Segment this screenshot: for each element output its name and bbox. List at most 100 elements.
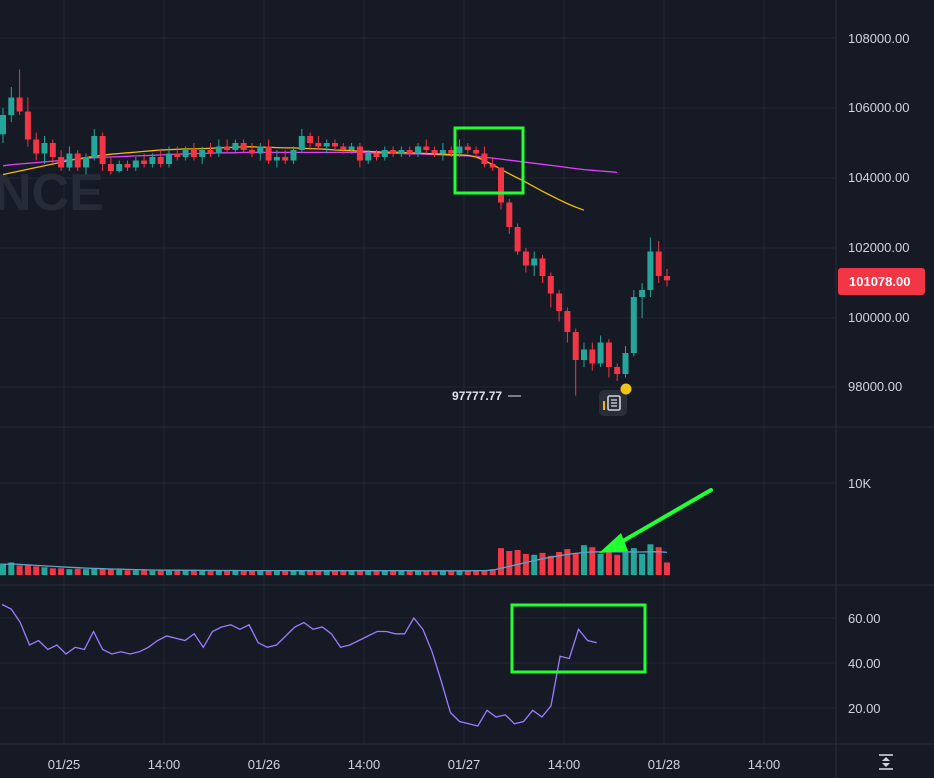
candle-body bbox=[564, 311, 571, 332]
candle-body bbox=[66, 153, 73, 168]
candle-body bbox=[323, 143, 330, 147]
volume-bar bbox=[556, 552, 563, 575]
rsi-pane[interactable] bbox=[1, 603, 597, 727]
notification-dot-icon bbox=[620, 383, 632, 395]
candle-body bbox=[489, 164, 496, 168]
candle-body bbox=[589, 349, 596, 364]
candle-body bbox=[655, 251, 662, 276]
candle-body bbox=[398, 150, 405, 154]
volume-bar bbox=[41, 567, 48, 575]
candle-body bbox=[224, 146, 231, 150]
volume-bar bbox=[182, 570, 189, 575]
candle-body bbox=[439, 150, 446, 154]
candle-body bbox=[415, 146, 421, 154]
volume-bar bbox=[340, 570, 347, 575]
candle-body bbox=[199, 150, 206, 157]
volume-bar bbox=[273, 571, 280, 575]
price-tick-label: 108000.00 bbox=[848, 31, 909, 46]
candle-body bbox=[597, 342, 604, 364]
price-pane[interactable] bbox=[0, 69, 670, 396]
volume-bar bbox=[605, 552, 612, 575]
volume-bar bbox=[531, 554, 538, 575]
candle-body bbox=[614, 367, 621, 374]
volume-bar bbox=[514, 550, 521, 575]
candle-body bbox=[265, 146, 272, 161]
volume-bar bbox=[547, 555, 554, 575]
candle-body bbox=[506, 202, 513, 227]
volume-bar bbox=[149, 570, 156, 575]
low-price-label: 97777.77 bbox=[452, 389, 502, 403]
volume-bar bbox=[448, 570, 455, 575]
volume-bar bbox=[0, 563, 6, 575]
candle-body bbox=[249, 150, 255, 154]
volume-bar bbox=[473, 571, 480, 575]
candle-body bbox=[157, 157, 164, 164]
candle-body bbox=[58, 157, 65, 168]
candle-body bbox=[149, 157, 156, 164]
volume-bar bbox=[456, 570, 463, 575]
candle-body bbox=[381, 150, 388, 157]
rsi-axis[interactable]: 60.00 40.00 20.00 bbox=[848, 611, 881, 716]
price-axis[interactable]: 108000.00 106000.00 104000.00 102000.00 … bbox=[848, 31, 909, 394]
time-tick-label: 14:00 bbox=[348, 757, 381, 772]
auto-scale-button[interactable] bbox=[872, 750, 900, 774]
candle-body bbox=[556, 293, 563, 311]
candle-body bbox=[141, 160, 148, 164]
candle-body bbox=[16, 97, 23, 112]
price-tick-label: 98000.00 bbox=[848, 379, 902, 394]
volume-pane[interactable] bbox=[0, 544, 670, 575]
volume-bar bbox=[381, 570, 388, 575]
candle-body bbox=[531, 258, 538, 266]
volume-bar bbox=[356, 570, 363, 575]
volume-bar bbox=[74, 568, 81, 575]
rsi-polyline bbox=[1, 603, 597, 727]
current-price-label: 101078.00 bbox=[849, 274, 910, 289]
candle-body bbox=[373, 153, 380, 157]
candle-body bbox=[448, 150, 455, 154]
volume-bar bbox=[141, 570, 148, 575]
rsi-tick-label: 40.00 bbox=[848, 656, 881, 671]
volume-bar bbox=[423, 570, 430, 575]
candle-body bbox=[307, 136, 314, 143]
candle-body bbox=[630, 297, 637, 353]
candle-body bbox=[473, 150, 480, 154]
candle-body bbox=[664, 276, 670, 281]
volume-bar bbox=[107, 569, 114, 575]
volume-bars bbox=[0, 544, 670, 575]
volume-bar bbox=[390, 570, 397, 575]
candle-body bbox=[24, 111, 31, 140]
candlesticks bbox=[0, 69, 670, 396]
candle-body bbox=[273, 157, 280, 161]
candle-body bbox=[240, 143, 247, 150]
news-icon[interactable] bbox=[599, 383, 632, 417]
candle-body bbox=[174, 153, 181, 157]
volume-bar bbox=[315, 570, 322, 575]
volume-bar bbox=[224, 570, 231, 575]
candle-body bbox=[456, 146, 463, 154]
volume-bar bbox=[58, 568, 65, 575]
volume-bar bbox=[365, 571, 372, 575]
price-tick-label: 102000.00 bbox=[848, 240, 909, 255]
volume-bar bbox=[49, 568, 56, 575]
candle-body bbox=[406, 150, 413, 154]
volume-bar bbox=[373, 570, 380, 575]
candle-body bbox=[282, 157, 289, 161]
volume-bar bbox=[240, 571, 247, 575]
volume-bar bbox=[622, 551, 629, 575]
volume-bar bbox=[415, 570, 421, 575]
volume-ma-line bbox=[2, 551, 668, 572]
rsi-tick-label: 60.00 bbox=[848, 611, 881, 626]
candle-body bbox=[182, 150, 189, 157]
candle-body bbox=[481, 153, 488, 164]
time-axis[interactable]: 01/25 14:00 01/26 14:00 01/27 14:00 01/2… bbox=[48, 757, 781, 772]
volume-bar bbox=[91, 568, 98, 575]
candle-body bbox=[207, 150, 214, 154]
volume-bar bbox=[639, 553, 646, 575]
candle-body bbox=[190, 150, 197, 157]
volume-bar bbox=[83, 569, 89, 575]
volume-bar bbox=[16, 565, 23, 575]
price-tick-label: 104000.00 bbox=[848, 170, 909, 185]
price-tick-label: 100000.00 bbox=[848, 310, 909, 325]
